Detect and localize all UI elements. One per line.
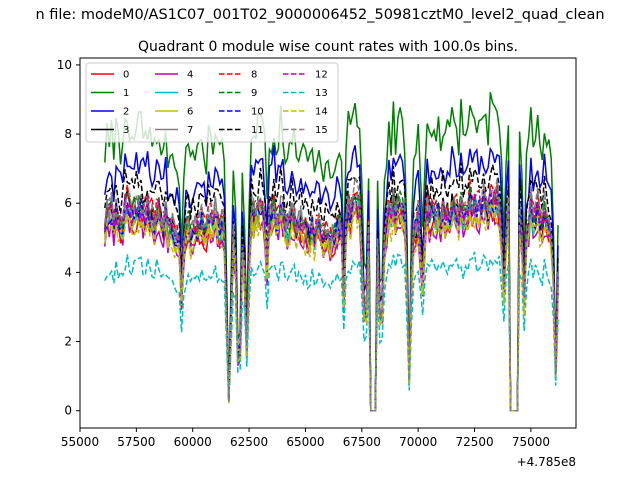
series-line-13	[104, 251, 559, 412]
legend-label-10: 10	[251, 107, 264, 118]
x-tick-label: 75000	[512, 435, 550, 449]
legend-frame	[85, 62, 339, 143]
chart-title: Quadrant 0 module wise count rates with …	[138, 39, 518, 55]
legend-label-3: 3	[123, 125, 129, 136]
x-tick-label: 70000	[399, 435, 437, 449]
series-line-11	[104, 162, 559, 412]
legend-label-11: 11	[251, 125, 264, 136]
y-tick-label: 2	[64, 335, 72, 349]
legend-label-15: 15	[315, 125, 328, 136]
legend-label-12: 12	[315, 70, 328, 81]
legend-label-9: 9	[251, 88, 257, 99]
legend-label-6: 6	[187, 107, 193, 118]
y-tick-label: 10	[57, 58, 72, 72]
x-tick-label: 67500	[343, 435, 381, 449]
x-axis: 55000 57500 60000 62500 65000 67500 70000 72500…	[61, 428, 550, 449]
x-tick-label: 57500	[117, 435, 155, 449]
legend-label-13: 13	[315, 88, 328, 99]
figure-suptitle: n file: modeM0/AS1C07_001T02_9000006452_…	[35, 7, 604, 23]
x-tick-label: 60000	[174, 435, 212, 449]
legend-label-14: 14	[315, 107, 328, 118]
x-offset-label: +4.785e8	[517, 455, 576, 469]
x-tick-label: 62500	[230, 435, 268, 449]
x-tick-label: 72500	[455, 435, 493, 449]
y-tick-label: 4	[64, 265, 72, 279]
legend-label-8: 8	[251, 70, 257, 81]
legend-label-4: 4	[187, 70, 193, 81]
plot-lines	[104, 92, 559, 412]
y-axis: 0 2 4 6 8 10	[57, 58, 80, 418]
legend-label-5: 5	[187, 88, 193, 99]
legend-label-0: 0	[123, 70, 129, 81]
plot-frame	[79, 57, 577, 429]
series-line-1	[104, 92, 559, 412]
x-tick-label: 65000	[286, 435, 324, 449]
y-tick-label: 6	[64, 196, 72, 210]
legend-label-2: 2	[123, 107, 129, 118]
y-tick-label: 0	[64, 404, 72, 418]
legend-label-7: 7	[187, 125, 193, 136]
x-tick-label: 55000	[61, 435, 99, 449]
series-line-12	[104, 188, 559, 412]
y-tick-label: 8	[64, 127, 72, 141]
series-line-15	[104, 177, 559, 412]
legend-label-1: 1	[123, 88, 129, 99]
